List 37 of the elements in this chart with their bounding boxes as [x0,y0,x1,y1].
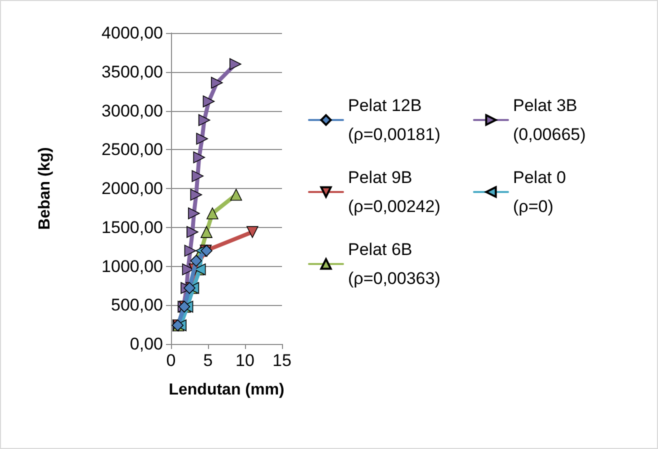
legend-label: Pelat 0 (ρ=0) [513,168,566,216]
point [184,244,196,257]
y-tick-label: 1500,00 [102,218,163,237]
x-tick-label: 5 [203,351,213,370]
point [210,76,223,89]
y-tick-label: 4000,00 [102,24,163,42]
x-tick-label: 10 [236,351,254,370]
point [229,58,242,70]
point [188,207,200,220]
point [190,188,202,201]
point [196,132,208,145]
y-tick-label: 1000,00 [102,256,163,276]
legend-label: Pelat 3B (0,00665) [513,96,586,144]
legend-label: Pelat 12B (ρ=0,00181) [348,96,440,144]
point [186,226,198,238]
point [206,207,218,220]
point [246,226,258,238]
point [193,152,206,164]
point [190,254,202,267]
point [202,96,215,108]
y-tick-label: 3500,00 [102,62,163,82]
y-tick-label: 3000,00 [102,101,163,120]
x-tick-label: 0 [166,351,176,370]
y-tick-label: 0,00 [130,334,163,354]
x-axis-title: Lendutan (mm) [168,382,284,398]
point [230,188,242,201]
point [200,226,212,238]
point [198,114,210,126]
y-tick-label: 2500,00 [102,140,163,160]
legend-label: Pelat 9B (ρ=0,00242) [348,168,440,216]
x-tick-label: 15 [272,351,292,370]
y-tick-label: 2000,00 [102,179,163,198]
legend-label: Pelat 6B (ρ=0,00363) [348,240,440,288]
y-tick-label: 500,00 [111,296,163,315]
point [184,282,196,294]
y-axis-title: Beban (kg) [36,147,54,230]
point [192,170,204,182]
